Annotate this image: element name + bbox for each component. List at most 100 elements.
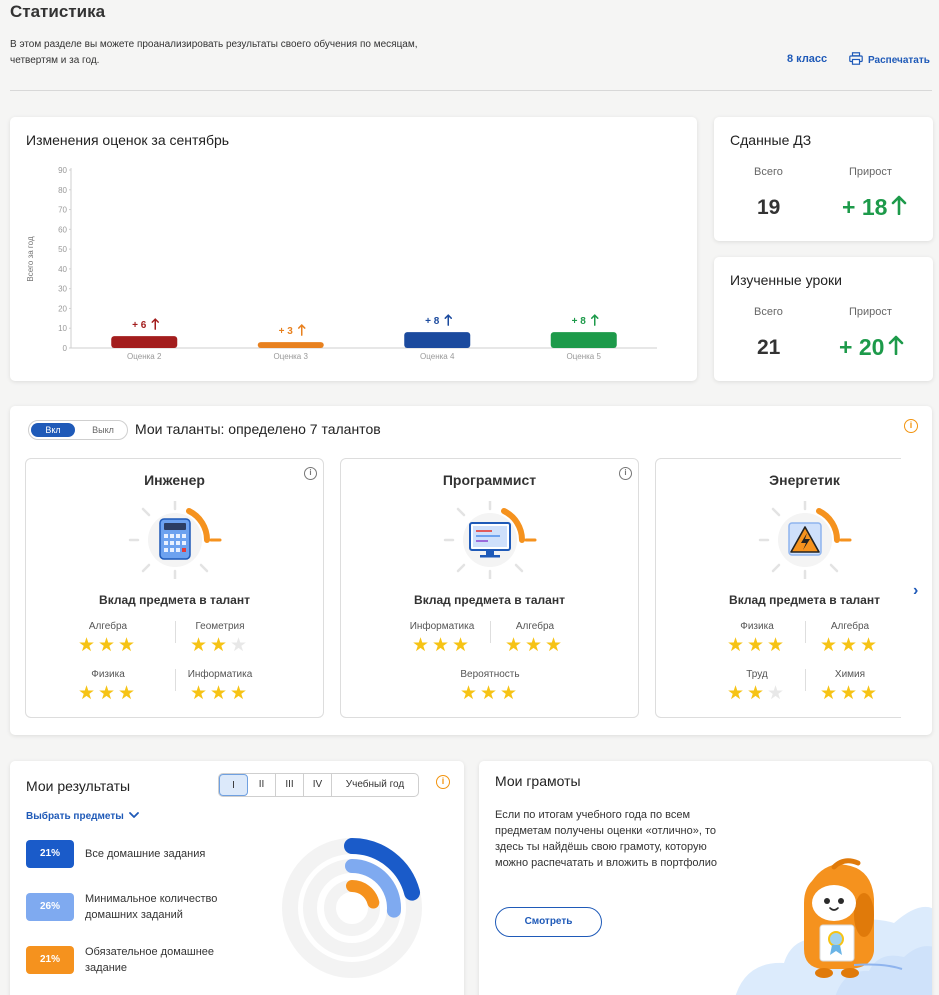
divider xyxy=(805,621,806,643)
divider xyxy=(175,669,176,691)
toggle-off[interactable]: Выкл xyxy=(92,425,114,435)
talent-subtitle: Вклад предмета в талант xyxy=(729,593,880,607)
chevron-right-icon[interactable]: › xyxy=(913,582,919,599)
ring-progress xyxy=(345,859,401,918)
period-selector[interactable]: I II III IV Учебный год xyxy=(218,773,419,797)
bar-value-label: + 3 xyxy=(279,326,294,337)
arrow-up-icon xyxy=(891,194,907,221)
talent-card-programmer[interactable]: Программист i Вклад предмета в та xyxy=(340,458,639,718)
divider xyxy=(805,669,806,691)
talent-name: Инженер xyxy=(144,472,205,488)
ring-progress xyxy=(344,838,421,901)
awards-description: Если по итогам учебного года по всем пре… xyxy=(495,809,717,869)
bar-value-label: + 8 xyxy=(425,316,440,327)
period-tab-1[interactable]: I xyxy=(219,774,248,796)
talent-card-energetic[interactable]: Энергетик Вклад предмета в талант Физика xyxy=(655,458,901,718)
legend-label: Все домашние задания xyxy=(85,848,206,860)
y-tick-label: 90 xyxy=(58,166,67,175)
subject-name: Физика xyxy=(740,621,774,632)
legend-label: Обязательное домашнее задание xyxy=(85,946,215,974)
legend-item: 21% Все домашние задания xyxy=(26,840,255,868)
legend-item: 21% Обязательное домашнее задание xyxy=(26,944,255,976)
talents-title: Мои таланты: определено 7 талантов xyxy=(135,421,381,437)
chevron-down-icon xyxy=(128,811,139,822)
talent-card-engineer[interactable]: Инженер i Вклад пр xyxy=(25,458,324,718)
subject-chemistry: Химия ★★★ xyxy=(804,669,896,705)
legend-badge: 26% xyxy=(26,893,74,921)
talent-name: Программист xyxy=(442,472,537,488)
legend-item: 26% Минимальное количество домашних зада… xyxy=(26,891,255,923)
subject-physics: Физика ★★★ xyxy=(61,669,155,705)
homework-growth: + 18 xyxy=(842,194,907,221)
results-radial-chart xyxy=(282,838,422,978)
star-rating: ★★★ xyxy=(411,635,473,656)
bar-value-label: + 8 xyxy=(572,316,587,327)
print-label: Распечатать xyxy=(868,54,930,66)
results-title: Мои результаты xyxy=(26,778,131,794)
y-tick-label: 40 xyxy=(58,265,67,274)
info-icon[interactable]: i xyxy=(904,419,918,433)
homework-growth-label: Прирост xyxy=(849,166,892,178)
x-tick-label: Оценка 5 xyxy=(567,352,602,361)
y-tick-label: 0 xyxy=(63,344,68,353)
subject-probability: Вероятность ★★★ xyxy=(444,669,536,705)
subject-geometry: Геометрия ★★★ xyxy=(174,621,266,657)
divider xyxy=(490,621,491,643)
star-rating: ★★★ xyxy=(819,683,881,704)
lessons-title: Изученные уроки xyxy=(730,272,842,288)
lessons-growth: + 20 xyxy=(839,334,904,361)
info-icon[interactable]: i xyxy=(436,775,450,789)
bar-value-label: + 6 xyxy=(132,320,147,331)
subject-name: Информатика xyxy=(187,669,253,680)
grade-selector[interactable]: 8 класс xyxy=(787,53,828,65)
bar xyxy=(257,342,324,348)
subject-informatics: Информатика ★★★ xyxy=(174,669,266,705)
legend-badge: 21% xyxy=(26,840,74,868)
lessons-total-label: Всего xyxy=(754,306,783,318)
page-description: В этом разделе вы можете проанализироват… xyxy=(10,39,418,66)
view-button[interactable]: Смотреть xyxy=(495,907,602,937)
select-subjects-dropdown[interactable]: Выбрать предметы xyxy=(26,811,139,822)
talents-card: Вкл Выкл Мои таланты: определено 7 талан… xyxy=(10,406,932,735)
select-subjects-label: Выбрать предметы xyxy=(26,811,124,822)
arrow-up-icon xyxy=(591,314,599,326)
talents-toggle[interactable]: Вкл Выкл xyxy=(28,420,128,440)
lessons-total-value: 21 xyxy=(757,336,781,359)
subject-name: Геометрия xyxy=(195,621,245,632)
star-rating: ★★★ xyxy=(189,635,251,656)
talent-subtitle: Вклад предмета в талант xyxy=(414,593,565,607)
y-tick-label: 30 xyxy=(58,285,67,294)
period-tab-2[interactable]: II xyxy=(248,774,276,796)
talent-name: Энергетик xyxy=(769,472,840,488)
divider xyxy=(175,621,176,643)
arrow-up-icon xyxy=(151,318,159,330)
calculator-icon xyxy=(128,501,222,579)
period-tab-year[interactable]: Учебный год xyxy=(345,779,405,790)
talents-carousel: Инженер i Вклад пр xyxy=(25,458,901,720)
legend-label: Минимальное количество домашних заданий xyxy=(85,893,218,921)
subject-algebra: Алгебра ★★★ xyxy=(804,621,896,657)
homework-growth-value: + 18 xyxy=(842,194,888,220)
homework-total-label: Всего xyxy=(754,166,783,178)
high-voltage-icon xyxy=(758,501,852,579)
x-tick-label: Оценка 3 xyxy=(274,352,309,361)
lessons-card: Изученные уроки Всего Прирост 21 + 20 xyxy=(714,257,933,381)
printer-icon xyxy=(849,52,863,68)
lessons-growth-value: + 20 xyxy=(839,334,885,360)
toggle-on[interactable]: Вкл xyxy=(31,423,75,437)
homework-title: Сданные ДЗ xyxy=(730,132,812,148)
star-rating: ★★★ xyxy=(819,635,881,656)
info-icon[interactable]: i xyxy=(619,467,632,480)
period-tab-3[interactable]: III xyxy=(276,774,304,796)
period-tab-4[interactable]: IV xyxy=(304,774,332,796)
info-icon[interactable]: i xyxy=(304,467,317,480)
page-title: Статистика xyxy=(10,2,106,21)
print-button[interactable]: Распечатать xyxy=(849,52,930,68)
awards-title: Мои грамоты xyxy=(495,773,581,789)
star-rating: ★★★ xyxy=(77,683,139,704)
monitor-icon xyxy=(443,501,537,579)
subject-algebra: Алгебра ★★★ xyxy=(489,621,581,657)
subject-name: Алгебра xyxy=(515,621,555,632)
talent-subtitle: Вклад предмета в талант xyxy=(99,593,250,607)
results-card: Мои результаты I II III IV Учебный год i… xyxy=(10,761,464,995)
